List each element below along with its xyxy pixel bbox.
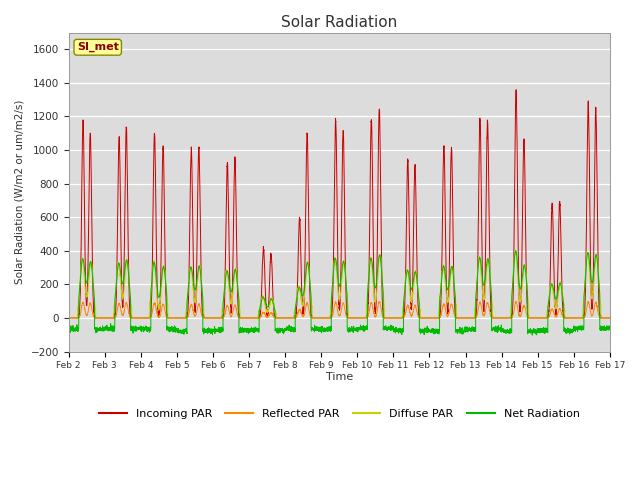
Diffuse PAR	[319, 315, 327, 321]
Legend: Incoming PAR, Reflected PAR, Diffuse PAR, Net Radiation: Incoming PAR, Reflected PAR, Diffuse PAR…	[94, 405, 584, 424]
Text: SI_met: SI_met	[77, 42, 118, 52]
Diffuse PAR	[511, 247, 519, 253]
Incoming PAR	[605, 315, 613, 321]
Net Radiation	[319, 326, 327, 332]
Incoming PAR	[162, 291, 170, 297]
Incoming PAR	[319, 315, 327, 321]
Reflected PAR	[461, 315, 468, 321]
Net Radiation	[492, 328, 499, 334]
Incoming PAR	[492, 315, 499, 321]
Reflected PAR	[492, 315, 499, 321]
Reflected PAR	[319, 315, 327, 321]
Incoming PAR	[512, 87, 520, 93]
Reflected PAR	[512, 299, 520, 304]
Diffuse PAR	[605, 315, 613, 321]
Reflected PAR	[65, 315, 72, 321]
Net Radiation	[606, 324, 614, 330]
Incoming PAR	[431, 315, 438, 321]
X-axis label: Time: Time	[326, 372, 353, 382]
Net Radiation	[461, 326, 468, 332]
Incoming PAR	[65, 315, 72, 321]
Net Radiation	[605, 323, 613, 329]
Diffuse PAR	[461, 315, 468, 321]
Incoming PAR	[461, 315, 468, 321]
Net Radiation	[431, 329, 438, 335]
Net Radiation	[512, 248, 520, 253]
Diffuse PAR	[606, 315, 614, 321]
Title: Solar Radiation: Solar Radiation	[281, 15, 397, 30]
Line: Reflected PAR: Reflected PAR	[68, 301, 610, 318]
Reflected PAR	[431, 315, 438, 321]
Diffuse PAR	[162, 282, 170, 288]
Reflected PAR	[605, 315, 613, 321]
Diffuse PAR	[431, 315, 438, 321]
Y-axis label: Solar Radiation (W/m2 or um/m2/s): Solar Radiation (W/m2 or um/m2/s)	[15, 100, 25, 284]
Incoming PAR	[606, 315, 614, 321]
Reflected PAR	[606, 315, 614, 321]
Line: Net Radiation: Net Radiation	[68, 251, 610, 335]
Diffuse PAR	[65, 315, 72, 321]
Diffuse PAR	[492, 315, 499, 321]
Net Radiation	[162, 282, 170, 288]
Line: Diffuse PAR: Diffuse PAR	[68, 250, 610, 318]
Line: Incoming PAR: Incoming PAR	[68, 90, 610, 318]
Reflected PAR	[162, 312, 170, 317]
Net Radiation	[65, 328, 72, 334]
Net Radiation	[529, 332, 536, 338]
